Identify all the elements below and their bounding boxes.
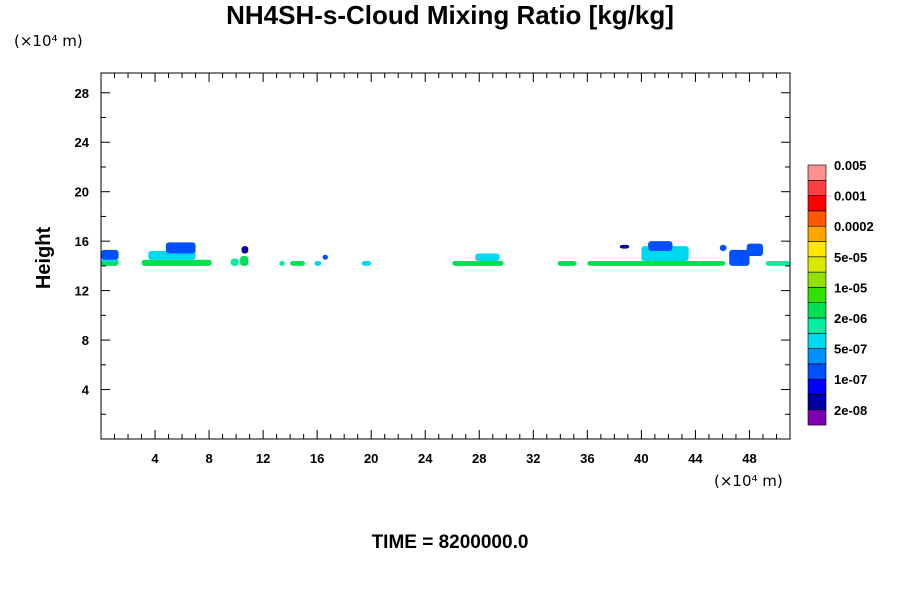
cloud-patch	[101, 249, 119, 260]
chart-title: NH4SH-s-Cloud Mixing Ratio [kg/kg]	[226, 0, 674, 30]
colorbar-label: 1e-07	[834, 372, 867, 387]
cloud-patch	[241, 246, 249, 254]
plot-frame	[100, 72, 791, 440]
x-tick-label: 4	[151, 451, 159, 466]
x-tick-label: 12	[256, 451, 270, 466]
cloud-patch	[719, 244, 727, 252]
y-tick-label: 24	[75, 135, 90, 150]
colorbar-swatch	[807, 317, 827, 334]
colorbar-label: 5e-05	[834, 250, 867, 265]
x-tick-label: 24	[418, 451, 433, 466]
colorbar: 2e-08 1e-07 5e-07 2e-06 1e-05 5e-05 0.0002 0.00…	[807, 158, 874, 426]
colorbar-label: 2e-08	[834, 403, 867, 418]
cloud-patch	[765, 260, 790, 266]
y-tick-label: 12	[75, 284, 89, 299]
y-axis-label: Height	[33, 227, 55, 290]
colorbar-label: 0.001	[834, 189, 867, 204]
y-axis: 4 8 12 16 20 24 28	[75, 86, 790, 415]
colorbar-swatch	[807, 180, 827, 196]
x-tick-label: 36	[580, 451, 594, 466]
cloud-patch	[230, 258, 239, 266]
cloud-patch	[314, 260, 322, 266]
colorbar-label: 5e-07	[834, 342, 867, 357]
cloud-patches	[101, 241, 790, 266]
x-tick-label: 40	[634, 451, 648, 466]
y-tick-label: 28	[75, 86, 89, 101]
colorbar-swatch	[807, 378, 827, 395]
x-axis-unit: (×10⁴ m)	[714, 472, 783, 490]
colorbar-label: 0.005	[834, 158, 867, 173]
cloud-patch-edge	[101, 259, 119, 262]
colorbar-swatch	[807, 363, 827, 380]
y-tick-label: 4	[82, 383, 90, 398]
y-tick-label: 8	[82, 333, 89, 348]
cloud-patch	[587, 260, 726, 266]
colorbar-swatch	[807, 241, 827, 258]
colorbar-label: 0.0002	[834, 219, 874, 234]
cloud-patch	[240, 256, 249, 266]
x-tick-label: 20	[364, 451, 378, 466]
colorbar-swatch	[807, 348, 827, 365]
cloud-patch	[729, 249, 750, 266]
x-tick-label: 8	[205, 451, 212, 466]
colorbar-swatch	[807, 302, 827, 319]
y-tick-label: 16	[75, 234, 89, 249]
cloud-patch	[141, 259, 212, 266]
colorbar-swatch	[807, 225, 827, 242]
colorbar-swatch	[807, 271, 827, 288]
cloud-patch	[475, 253, 500, 261]
cloud-patch	[648, 241, 673, 252]
colorbar-swatch	[807, 256, 827, 273]
colorbar-swatch	[807, 164, 827, 181]
cloud-patch	[165, 242, 196, 254]
cloud-patch	[746, 243, 763, 256]
x-tick-label: 32	[526, 451, 540, 466]
cloud-patch	[322, 254, 328, 260]
colorbar-swatch	[807, 409, 827, 426]
cloud-patch	[361, 260, 372, 266]
colorbar-label: 1e-05	[834, 280, 867, 295]
cloud-patch	[452, 260, 504, 266]
cloud-patch	[557, 260, 577, 266]
x-tick-label: 16	[310, 451, 324, 466]
time-label: TIME = 8200000.0	[371, 532, 529, 553]
cloud-patch	[279, 260, 285, 266]
colorbar-label: 2e-06	[834, 311, 867, 326]
colorbar-swatch	[807, 210, 827, 227]
cloud-patch	[619, 244, 630, 249]
x-tick-label: 48	[742, 451, 756, 466]
y-axis-unit: (×10⁴ m)	[14, 32, 83, 50]
colorbar-swatch	[807, 287, 827, 303]
colorbar-swatch	[807, 394, 827, 411]
x-tick-label: 44	[688, 451, 703, 466]
y-tick-label: 20	[75, 185, 89, 200]
colorbar-swatch	[807, 195, 827, 212]
cloud-patch	[290, 260, 305, 266]
x-axis: 4 8 12 16 20 24 28 32 36 40 44 48	[114, 73, 777, 466]
x-tick-label: 28	[472, 451, 486, 466]
colorbar-swatch	[807, 332, 827, 349]
